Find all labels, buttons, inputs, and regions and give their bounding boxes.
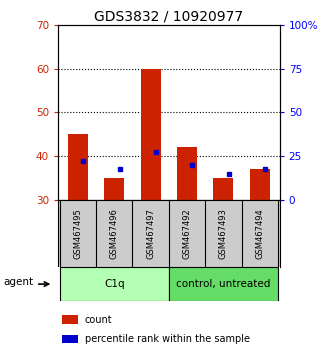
Text: GSM467494: GSM467494: [255, 208, 264, 259]
Bar: [68, 134, 88, 200]
Bar: [250, 169, 270, 200]
Bar: [169, 267, 278, 301]
Title: GDS3832 / 10920977: GDS3832 / 10920977: [94, 10, 243, 24]
Text: GSM467497: GSM467497: [146, 208, 155, 259]
Text: control, untreated: control, untreated: [176, 279, 270, 289]
Bar: [177, 147, 197, 200]
Text: GSM467493: GSM467493: [219, 208, 228, 259]
Text: GSM467492: GSM467492: [182, 208, 192, 259]
Text: C1q: C1q: [104, 279, 124, 289]
Bar: [62, 335, 78, 343]
Bar: [60, 267, 169, 301]
Bar: [104, 178, 124, 200]
Text: GSM467496: GSM467496: [110, 208, 119, 259]
Text: agent: agent: [3, 278, 33, 287]
Bar: [213, 178, 233, 200]
Text: percentile rank within the sample: percentile rank within the sample: [84, 334, 250, 344]
Text: GSM467495: GSM467495: [73, 208, 82, 259]
Bar: [141, 69, 161, 200]
Text: count: count: [84, 315, 112, 325]
Bar: [62, 315, 78, 324]
